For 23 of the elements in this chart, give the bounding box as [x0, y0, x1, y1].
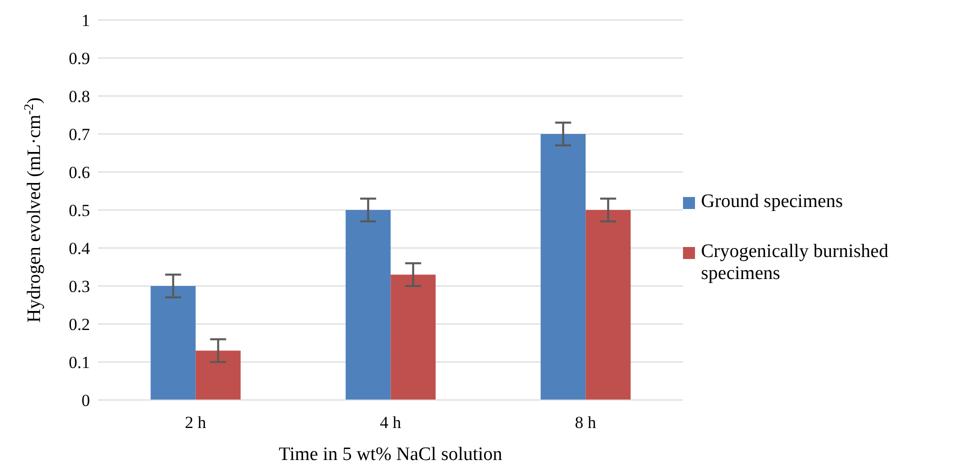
- y-tick-label: 0.3: [68, 277, 90, 296]
- bar: [346, 210, 391, 400]
- y-tick-label: 0.5: [68, 201, 90, 220]
- x-axis-title: Time in 5 wt% NaCl solution: [278, 444, 503, 465]
- y-tick-label: 0.2: [68, 315, 90, 334]
- legend-label: Ground specimens: [701, 191, 843, 213]
- x-tick-label: 2 h: [184, 413, 207, 432]
- y-tick-label: 1: [82, 11, 90, 30]
- bar: [540, 134, 586, 400]
- bar: [390, 274, 436, 400]
- bar: [150, 286, 196, 400]
- legend-label: Cryogenically burnished specimens: [701, 241, 890, 285]
- y-tick-label: 0.9: [68, 49, 90, 68]
- x-tick-label: 8 h: [574, 413, 597, 432]
- bar: [586, 210, 631, 400]
- x-tick-label: 4 h: [380, 413, 402, 432]
- y-tick-label: 0.1: [68, 353, 90, 372]
- bar: [196, 350, 241, 400]
- y-tick-label: 0: [82, 391, 90, 410]
- y-tick-label: 0.8: [68, 87, 90, 106]
- y-tick-label: 0.4: [68, 239, 90, 258]
- y-tick-label: 0.6: [68, 163, 90, 182]
- y-tick-label: 0.7: [68, 125, 90, 144]
